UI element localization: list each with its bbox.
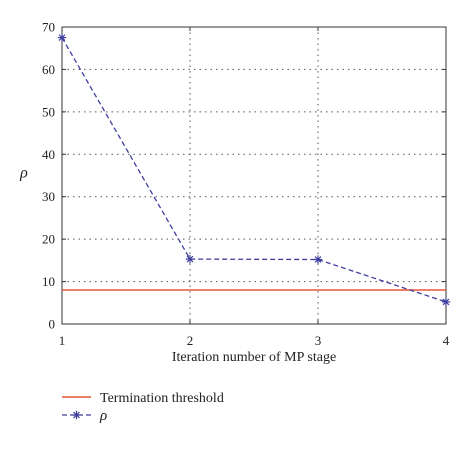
y-tick-label: 40 — [42, 147, 55, 162]
rho-series-line — [61, 37, 447, 303]
x-tick-label: 2 — [187, 333, 194, 348]
legend-marker-rho — [72, 410, 81, 420]
data-point-stroke — [186, 255, 194, 263]
y-tick-label: 70 — [42, 20, 55, 35]
y-tick-label: 10 — [42, 274, 55, 289]
rho-data-point — [185, 254, 195, 264]
x-tick-label: 4 — [443, 333, 450, 348]
legend-label-termination-threshold: Termination threshold — [100, 391, 224, 406]
data-point-stroke — [314, 256, 322, 263]
data-point-stroke — [58, 34, 66, 42]
legend-label-rho: ρ — [99, 408, 107, 424]
rho-data-point — [441, 297, 451, 307]
legend: Termination threshold ρ — [62, 391, 224, 424]
y-tick-label: 50 — [42, 104, 55, 119]
y-tick-label: 60 — [42, 62, 55, 77]
rho-data-point — [57, 33, 67, 42]
y-tick-label: 20 — [42, 232, 55, 247]
rho-data-point — [313, 255, 323, 264]
y-tick-label: 30 — [42, 189, 55, 204]
x-axis-label: Iteration number of MP stage — [172, 350, 336, 365]
y-tick-label: 0 — [49, 317, 56, 332]
legend-asterisk — [72, 410, 81, 420]
data-point-stroke — [442, 298, 450, 306]
x-tick-label: 3 — [315, 333, 322, 348]
x-tick-label: 1 — [59, 333, 66, 348]
y-axis-label: ρ — [19, 165, 28, 182]
plot-frame — [61, 26, 447, 325]
data-point-stroke — [73, 411, 80, 419]
grid-lines — [62, 27, 446, 324]
data-series — [57, 33, 451, 307]
